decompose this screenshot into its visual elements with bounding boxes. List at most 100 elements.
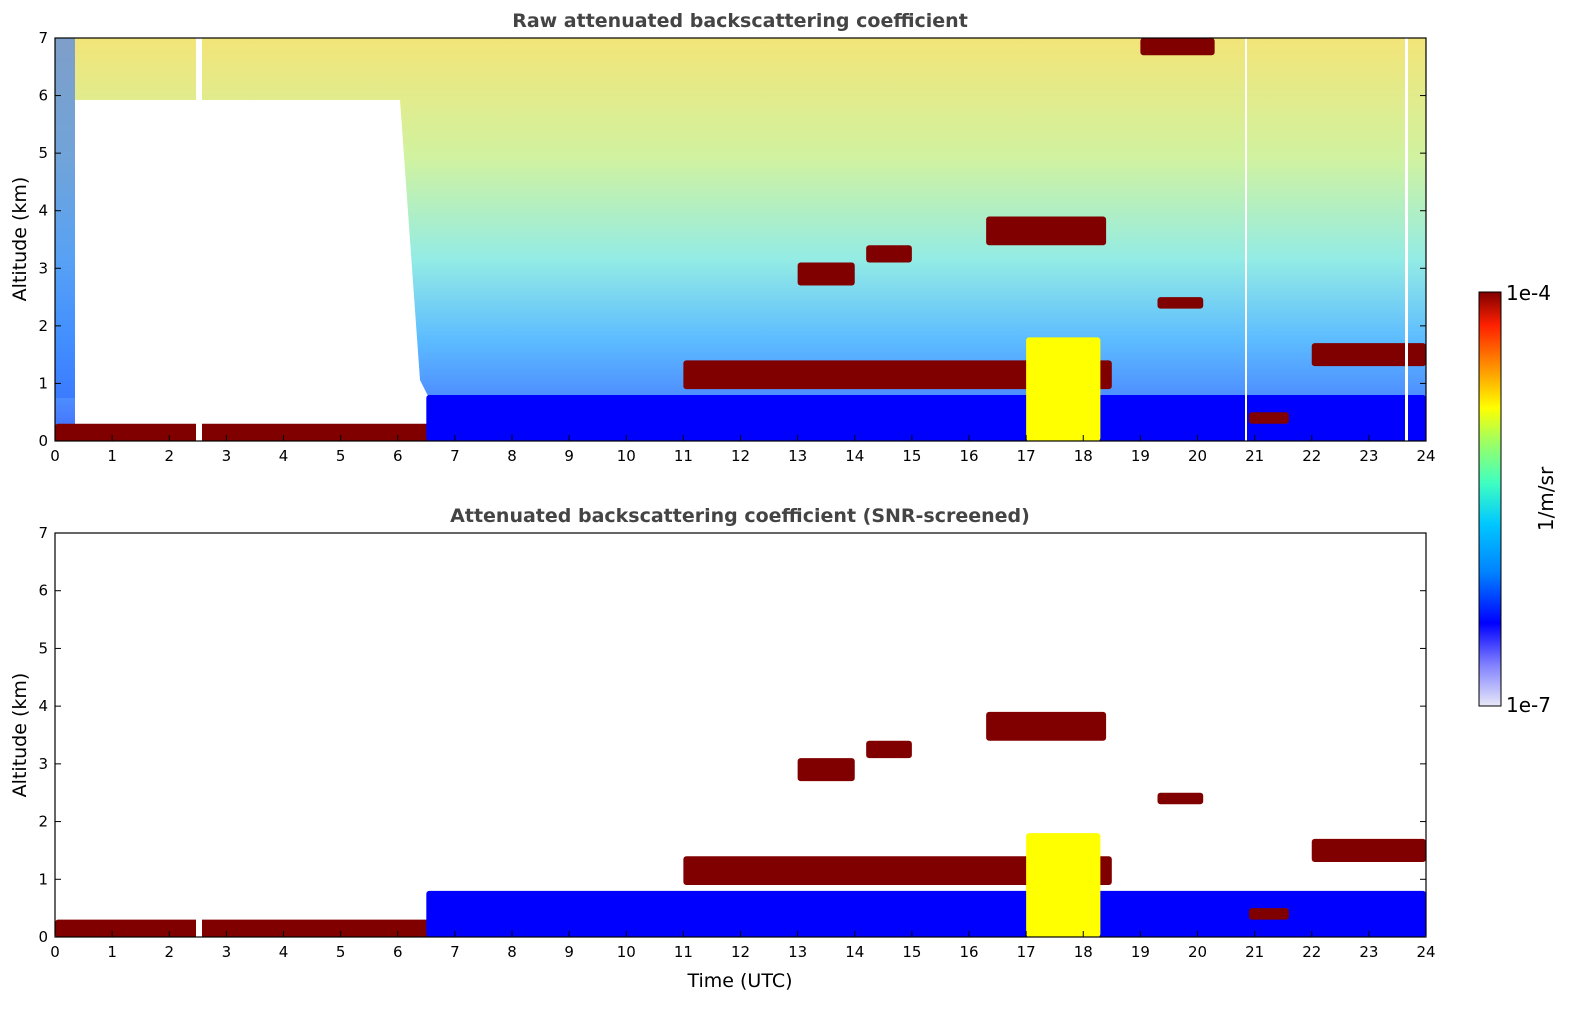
- x-tick-label: 16: [959, 447, 978, 465]
- y-tick-label: 1: [38, 870, 48, 888]
- x-tick-label: 4: [279, 943, 289, 961]
- panel-raw: Raw attenuated backscattering coefficien…: [9, 10, 1436, 465]
- x-tick-label: 15: [902, 943, 921, 961]
- backscatter-feature: [986, 711, 1107, 741]
- y-tick-label: 5: [38, 144, 48, 162]
- x-tick-label: 16: [959, 943, 978, 961]
- y-tick-label: 4: [38, 697, 48, 715]
- y-tick-label: 3: [38, 259, 48, 277]
- backscatter-feature: [1026, 833, 1101, 937]
- backscatter-feature: [1248, 412, 1289, 424]
- x-tick-label: 22: [1302, 447, 1321, 465]
- raw-no-signal-region: [75, 100, 440, 430]
- x-tick-label: 20: [1188, 447, 1207, 465]
- x-tick-label: 3: [222, 447, 232, 465]
- backscatter-feature: [1311, 343, 1426, 367]
- x-tick-label: 19: [1131, 943, 1150, 961]
- y-tick-label: 2: [38, 813, 48, 831]
- backscatter-feature: [1248, 908, 1289, 920]
- panel-raw-image: [55, 38, 1426, 441]
- x-tick-label: 8: [507, 943, 517, 961]
- x-tick-label: 15: [902, 447, 921, 465]
- x-tick-label: 5: [336, 447, 346, 465]
- colorbar-unit-label: 1/m/sr: [1534, 466, 1558, 531]
- x-tick-label: 20: [1188, 943, 1207, 961]
- x-tick-label: 1: [107, 447, 117, 465]
- x-tick-label: 3: [222, 943, 232, 961]
- backscatter-feature: [426, 394, 1426, 441]
- y-tick-label: 0: [38, 928, 48, 946]
- y-tick-label: 0: [38, 432, 48, 450]
- backscatter-feature: [1157, 297, 1204, 309]
- x-tick-label: 21: [1245, 943, 1264, 961]
- backscatter-feature: [797, 758, 855, 782]
- x-tick-label: 17: [1017, 943, 1036, 961]
- backscatter-feature: [426, 890, 1426, 937]
- x-tick-label: 23: [1359, 447, 1378, 465]
- x-tick-label: 24: [1416, 447, 1435, 465]
- backscatter-feature: [55, 919, 455, 937]
- backscatter-feature: [683, 856, 1112, 886]
- x-tick-label: 2: [164, 447, 174, 465]
- y-tick-label: 2: [38, 317, 48, 335]
- y-tick-label: 4: [38, 202, 48, 220]
- x-tick-label: 13: [788, 447, 807, 465]
- panel-raw-title: Raw attenuated backscattering coefficien…: [512, 10, 968, 32]
- backscatter-feature: [986, 216, 1107, 246]
- x-tick-label: 9: [564, 447, 574, 465]
- x-tick-label: 17: [1017, 447, 1036, 465]
- x-tick-label: 5: [336, 943, 346, 961]
- x-tick-label: 24: [1416, 943, 1435, 961]
- x-tick-label: 0: [50, 943, 60, 961]
- x-tick-label: 7: [450, 447, 460, 465]
- panel-raw-ylabel: Altitude (km): [9, 177, 31, 302]
- x-tick-label: 12: [731, 447, 750, 465]
- backscatter-feature: [1157, 792, 1204, 805]
- colorbar-gradient: [1478, 291, 1502, 707]
- y-tick-label: 6: [38, 87, 48, 105]
- backscatter-feature: [1140, 38, 1215, 56]
- x-tick-label: 10: [617, 447, 636, 465]
- x-tick-label: 8: [507, 447, 517, 465]
- backscatter-feature: [797, 262, 855, 286]
- panel-screened-image: [55, 533, 1426, 937]
- x-tick-label: 21: [1245, 447, 1264, 465]
- x-tick-label: 12: [731, 943, 750, 961]
- backscatter-feature: [55, 423, 455, 441]
- y-tick-label: 7: [38, 29, 48, 47]
- y-tick-label: 1: [38, 374, 48, 392]
- y-tick-label: 6: [38, 582, 48, 600]
- panel-screened-title: Attenuated backscattering coefficient (S…: [450, 505, 1030, 527]
- y-tick-label: 5: [38, 639, 48, 657]
- x-tick-label: 7: [450, 943, 460, 961]
- panel-screened: Attenuated backscattering coefficient (S…: [9, 505, 1436, 992]
- x-tick-label: 9: [564, 943, 574, 961]
- x-tick-label: 19: [1131, 447, 1150, 465]
- x-tick-label: 11: [674, 943, 693, 961]
- colorbar-max-label: 1e-4: [1506, 281, 1551, 305]
- x-tick-label: 18: [1074, 447, 1093, 465]
- backscatter-feature: [866, 740, 912, 759]
- x-tick-label: 14: [845, 447, 864, 465]
- x-tick-label: 6: [393, 943, 403, 961]
- x-tick-label: 0: [50, 447, 60, 465]
- backscatter-feature: [1311, 838, 1426, 862]
- backscatter-feature: [683, 360, 1112, 390]
- backscatter-feature: [1026, 337, 1101, 441]
- raw-data-gap: [196, 38, 202, 441]
- x-tick-label: 10: [617, 943, 636, 961]
- backscatter-feature: [866, 245, 912, 263]
- x-tick-label: 4: [279, 447, 289, 465]
- colorbar: 1e-4 1e-7 1/m/sr: [1478, 281, 1558, 717]
- panel-screened-xlabel: Time (UTC): [686, 970, 792, 992]
- x-tick-label: 6: [393, 447, 403, 465]
- x-tick-label: 18: [1074, 943, 1093, 961]
- y-tick-label: 7: [38, 524, 48, 542]
- colorbar-min-label: 1e-7: [1506, 693, 1551, 717]
- x-tick-label: 23: [1359, 943, 1378, 961]
- x-tick-label: 14: [845, 943, 864, 961]
- x-tick-label: 13: [788, 943, 807, 961]
- screened-data-gap: [196, 533, 202, 937]
- x-tick-label: 11: [674, 447, 693, 465]
